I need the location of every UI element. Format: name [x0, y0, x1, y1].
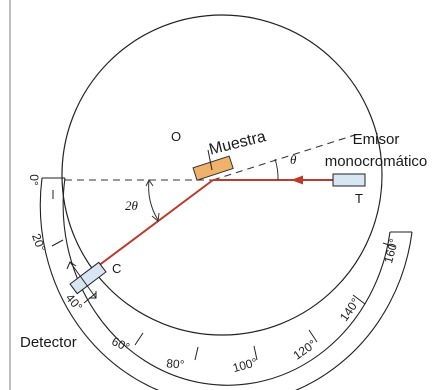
point-o-label: O — [171, 129, 181, 144]
scale-tick — [134, 332, 144, 346]
point-t-label: T — [355, 191, 363, 206]
beam-direction-arrow — [291, 175, 303, 185]
goniometer-circle — [61, 14, 383, 336]
detector-label: Detector — [20, 334, 77, 351]
sample-plane-dashed-line — [212, 133, 359, 181]
scale-tick — [352, 294, 366, 305]
scale-tick-label: 20° — [29, 232, 48, 254]
theta-label: θ — [290, 152, 297, 167]
scale-tick — [51, 239, 64, 247]
muestra-label: Muestra — [207, 128, 267, 159]
scale-tick — [253, 345, 258, 361]
scale-tick — [308, 329, 318, 343]
scale-tick-label: 0° — [27, 174, 41, 186]
scale-tick-label: 120° — [291, 337, 320, 363]
scale-tick-label: 100° — [231, 355, 259, 375]
sample-axis-mark — [207, 149, 213, 171]
scale-tick — [194, 346, 199, 361]
scale-tick — [382, 242, 396, 248]
theta-arc — [274, 158, 279, 181]
detector-block — [69, 261, 107, 295]
scale-tick-label: 80° — [166, 356, 185, 372]
two-theta-arc — [148, 179, 159, 221]
scale-tick-label: 160° — [381, 237, 401, 265]
point-c-label: C — [112, 261, 121, 276]
emitter-block — [332, 173, 366, 187]
diffracted-beam — [89, 179, 214, 273]
emisor-label-line2: monocromático — [325, 153, 428, 170]
angle-scale — [39, 177, 413, 390]
scale-tick-label: 40° — [63, 291, 86, 314]
emisor-label-line1: Emisor — [353, 131, 400, 148]
two-theta-label: 2θ — [125, 198, 139, 213]
detector-motion-arrow — [69, 261, 97, 299]
sample-block — [192, 155, 234, 181]
scale-tick-label: 60° — [110, 334, 133, 354]
